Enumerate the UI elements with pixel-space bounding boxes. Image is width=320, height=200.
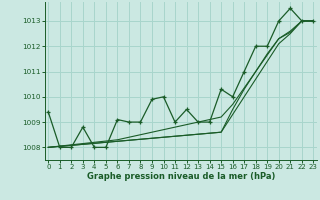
X-axis label: Graphe pression niveau de la mer (hPa): Graphe pression niveau de la mer (hPa) xyxy=(87,172,275,181)
